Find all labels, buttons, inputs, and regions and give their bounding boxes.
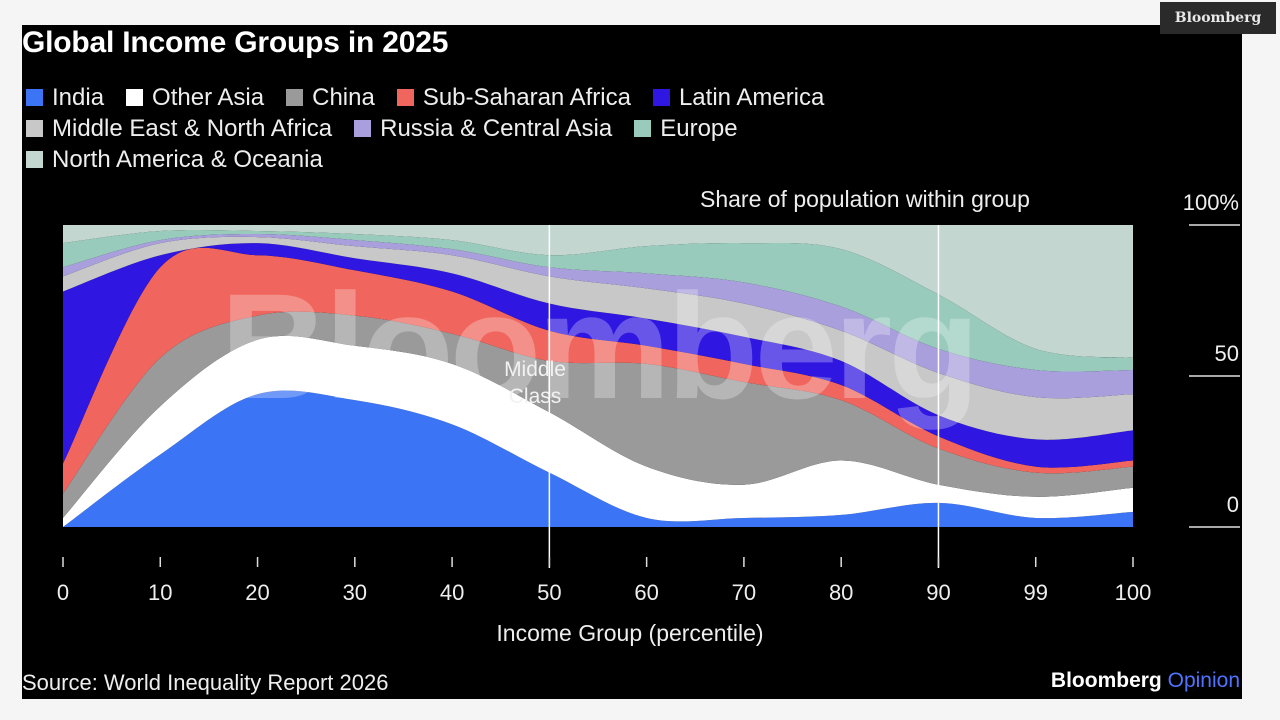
area-china [63,311,1133,518]
watermark-text: Bloomberg [220,262,976,430]
legend-swatch [26,89,43,106]
area-russia-central-asia [63,234,1133,399]
legend-row-2: Middle East & North Africa Russia & Cent… [26,113,1126,144]
x-tick-label: 30 [343,580,367,605]
legend-item-mena: Middle East & North Africa [26,115,332,143]
legend-item-latin-america: Latin America [652,83,825,112]
x-tick-label: 20 [245,580,269,605]
legend-item-india: India [26,84,104,112]
area-europe [63,230,1133,372]
x-tick-label: 100 [1115,580,1152,605]
legend-swatch [126,89,144,106]
y-axis: 100% 50 0 [1183,190,1240,528]
legend-label: China [312,83,375,111]
y-tick-label: 100% [1183,190,1239,215]
reference-lines [548,225,940,568]
legend-label: Sub-Saharan Africa [422,83,631,111]
watermark: Bloomberg [220,262,980,430]
chart-title: Global Income Groups in 2025 [22,26,449,59]
legend-item-china: China [286,84,375,112]
x-tick-label: 0 [57,580,69,605]
legend-label: North America & Oceania [52,145,323,173]
x-tick-label: 60 [634,580,658,605]
legend-swatch [26,120,43,137]
x-axis: 0 10 20 30 40 50 60 70 80 90 99 100 [57,557,1151,605]
y-axis-caption: Share of population within group [700,186,1030,212]
area-middle-east-north-africa [63,236,1133,440]
y-tick-label: 50 [1215,341,1239,366]
annotation-middle-class-line: Middle [504,358,566,381]
legend-swatch [634,120,652,137]
x-tick-label: 40 [440,580,464,605]
legend-row-1: India Other Asia China Sub-Saharan Afric… [26,82,1126,113]
x-tick-label: 50 [537,580,561,605]
x-tick-label: 70 [732,580,756,605]
y-tick-label: 0 [1227,492,1239,517]
legend-item-north-america-oceania: North America & Oceania [26,146,323,174]
legend-label: India [52,83,105,111]
legend: India Other Asia China Sub-Saharan Afric… [26,82,1126,175]
legend-label: Europe [660,114,738,142]
legend-item-sub-saharan-africa: Sub-Saharan Africa [396,83,631,112]
annotation-middle-class-line: Class [509,385,562,408]
legend-item-europe: Europe [634,114,738,143]
legend-item-russia-central-asia: Russia & Central Asia [354,115,612,143]
x-axis-label: Income Group (percentile) [496,620,764,646]
legend-swatch [286,89,304,106]
legend-swatch [26,151,43,168]
legend-label: Latin America [678,83,825,111]
annotations: Middle Class [504,358,566,408]
legend-swatch [354,120,372,137]
x-tick-label: 80 [829,580,853,605]
legend-item-other-asia: Other Asia [126,84,264,112]
area-india [63,390,1133,527]
area-sub-saharan-africa [63,247,1133,494]
area-latin-america [63,243,1133,468]
stacked-areas [63,225,1133,527]
source-note: Source: World Inequality Report 2026 [22,670,389,695]
legend-label: Middle East & North Africa [52,114,333,142]
legend-row-3: North America & Oceania [26,144,1126,175]
legend-label: Russia & Central Asia [380,114,613,142]
legend-label: Other Asia [152,83,265,111]
x-tick-label: 99 [1023,580,1047,605]
x-tick-label: 10 [148,580,172,605]
footer-brand-suffix: Opinion [1167,669,1240,692]
footer-brand-name: Bloomberg [1050,669,1162,692]
legend-swatch [652,89,670,106]
x-tick-label: 90 [926,580,950,605]
area-north-america-oceania [63,225,1133,358]
bloomberg-brand-tab[interactable]: Bloomberg [1160,2,1276,34]
legend-swatch [396,89,414,106]
area-other-asia [63,335,1133,527]
footer-brand: Bloomberg Opinion [1051,669,1240,693]
